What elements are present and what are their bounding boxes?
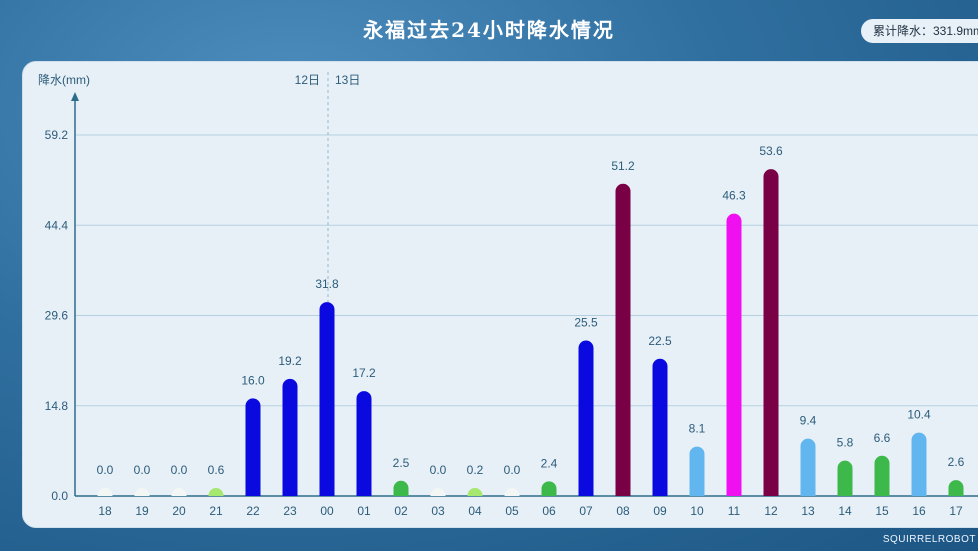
bar xyxy=(652,358,668,496)
y-tick-label: 29.6 xyxy=(45,309,69,323)
bar xyxy=(430,488,446,496)
x-tick-label: 16 xyxy=(912,504,926,518)
bar xyxy=(134,488,150,496)
bar xyxy=(171,488,187,496)
x-tick-label: 03 xyxy=(431,504,445,518)
x-tick-label: 18 xyxy=(98,504,112,518)
axes: 降水(mm) xyxy=(38,73,978,497)
data-label: 25.5 xyxy=(574,316,598,330)
bar xyxy=(97,488,113,496)
data-label: 0.0 xyxy=(171,463,188,477)
data-label: 17.2 xyxy=(352,366,376,380)
y-tick-label: 44.4 xyxy=(45,218,69,232)
data-label: 22.5 xyxy=(648,334,672,348)
data-label: 8.1 xyxy=(689,422,706,436)
bar xyxy=(948,480,964,496)
data-label: 6.6 xyxy=(874,431,891,445)
data-label: 46.3 xyxy=(722,189,746,203)
bar xyxy=(393,480,409,496)
bars xyxy=(97,169,964,496)
brand-watermark: SQUIRRELROBOT xyxy=(882,534,976,545)
x-tick-label: 23 xyxy=(283,504,297,518)
data-label: 10.4 xyxy=(907,408,931,422)
x-tick-label: 15 xyxy=(875,504,889,518)
x-tick-label: 17 xyxy=(949,504,963,518)
bar xyxy=(578,340,594,496)
day-divider: 12日 13日 xyxy=(295,72,360,496)
data-labels: 0.0 0.0 0.0 0.6 16.0 19.2 31.8 17.2 2.5 0.0 0.2 0.0… xyxy=(97,144,965,477)
y-tick-label: 59.2 xyxy=(45,128,69,142)
data-label: 2.6 xyxy=(948,455,965,469)
bar xyxy=(726,213,742,496)
data-label: 0.0 xyxy=(504,463,521,477)
x-tick-label: 13 xyxy=(801,504,815,518)
day-label-prev: 12日 xyxy=(295,73,320,87)
y-tick-label: 0.0 xyxy=(51,489,68,503)
bar xyxy=(689,446,705,496)
data-label: 51.2 xyxy=(611,159,635,173)
chart-panel xyxy=(22,61,978,528)
x-tick-label: 08 xyxy=(616,504,630,518)
bar xyxy=(837,460,853,496)
bar xyxy=(356,391,372,496)
bar xyxy=(467,488,483,496)
data-label: 0.0 xyxy=(430,463,447,477)
bar xyxy=(615,183,631,496)
data-label: 0.0 xyxy=(97,463,114,477)
bar xyxy=(282,378,298,496)
x-tick-label: 12 xyxy=(764,504,778,518)
x-tick-label: 01 xyxy=(357,504,371,518)
data-label: 31.8 xyxy=(315,277,339,291)
y-tick-label: 14.8 xyxy=(45,399,69,413)
data-label: 0.2 xyxy=(467,463,484,477)
x-tick-label: 19 xyxy=(135,504,149,518)
x-tick-label: 14 xyxy=(838,504,852,518)
x-tick-label: 04 xyxy=(468,504,482,518)
x-tick-label: 09 xyxy=(653,504,667,518)
grid-lines xyxy=(75,134,978,407)
data-label: 19.2 xyxy=(278,354,302,368)
x-tick-label: 10 xyxy=(690,504,704,518)
x-tick-label: 05 xyxy=(505,504,519,518)
x-tick-label: 06 xyxy=(542,504,556,518)
x-tick-label: 22 xyxy=(246,504,260,518)
y-axis-label: 降水(mm) xyxy=(38,73,90,87)
data-label: 0.6 xyxy=(208,463,225,477)
data-label: 2.4 xyxy=(541,456,558,470)
chart-title: 永福过去24小时降水情况 xyxy=(363,18,615,42)
x-tick-label: 02 xyxy=(394,504,408,518)
bar xyxy=(800,438,816,496)
tick-labels: 0.0 14.8 29.6 44.4 59.2 18 19 20 21 22 23 00 01 02 03 0… xyxy=(45,128,963,518)
bar xyxy=(911,432,927,496)
x-tick-label: 11 xyxy=(728,504,741,518)
day-label-next: 13日 xyxy=(335,73,360,87)
bar xyxy=(504,488,520,496)
x-tick-label: 07 xyxy=(579,504,593,518)
bar xyxy=(763,169,779,496)
data-label: 2.5 xyxy=(393,456,410,470)
x-tick-label: 20 xyxy=(172,504,186,518)
data-label: 16.0 xyxy=(241,373,265,387)
y-axis-arrow xyxy=(71,92,79,101)
data-label: 53.6 xyxy=(759,144,783,158)
total-precipitation-badge: 累计降水：331.9mm xyxy=(861,19,978,43)
x-tick-label: 00 xyxy=(320,504,334,518)
data-label: 0.0 xyxy=(134,463,151,477)
bar xyxy=(245,398,261,496)
data-label: 9.4 xyxy=(800,414,817,428)
bar xyxy=(208,488,224,496)
bar xyxy=(319,302,335,496)
bar xyxy=(541,481,557,496)
data-label: 5.8 xyxy=(837,436,854,450)
bar xyxy=(874,455,890,496)
x-tick-label: 21 xyxy=(209,504,223,518)
